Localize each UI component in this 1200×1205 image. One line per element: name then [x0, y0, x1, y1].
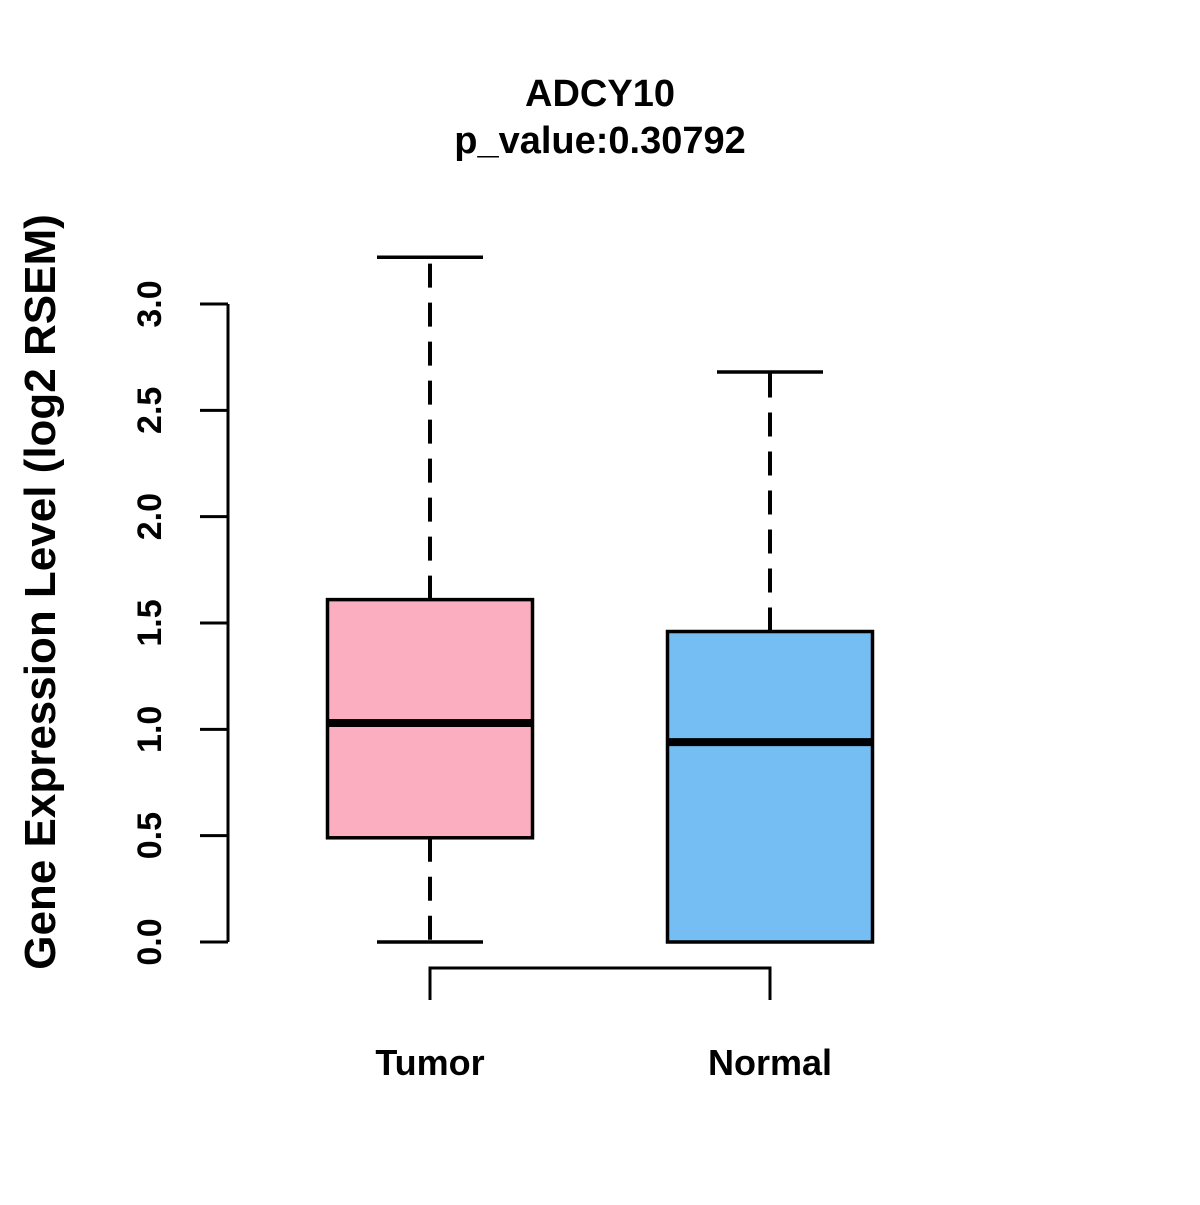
y-tick-label-2.5: 2.5: [131, 387, 169, 434]
y-tick-label-2.0: 2.0: [131, 493, 169, 540]
y-tick-label-1.5: 1.5: [131, 599, 169, 646]
category-label-normal: Normal: [708, 1042, 832, 1083]
y-tick-label-0.0: 0.0: [131, 918, 169, 965]
y-tick-label-0.5: 0.5: [131, 812, 169, 859]
chart-title: ADCY10: [525, 73, 675, 115]
tumor-box: [325, 597, 535, 840]
x-axis-bracket: [428, 966, 772, 1000]
y-axis-title: Gene Expression Level (log2 RSEM): [16, 214, 65, 970]
category-label-tumor: Tumor: [375, 1042, 484, 1083]
y-tick-label-1.0: 1.0: [131, 706, 169, 753]
chart-subtitle-pvalue: p_value:0.30792: [454, 120, 746, 162]
normal-box: [665, 629, 875, 944]
y-tick-label-3.0: 3.0: [131, 280, 169, 327]
